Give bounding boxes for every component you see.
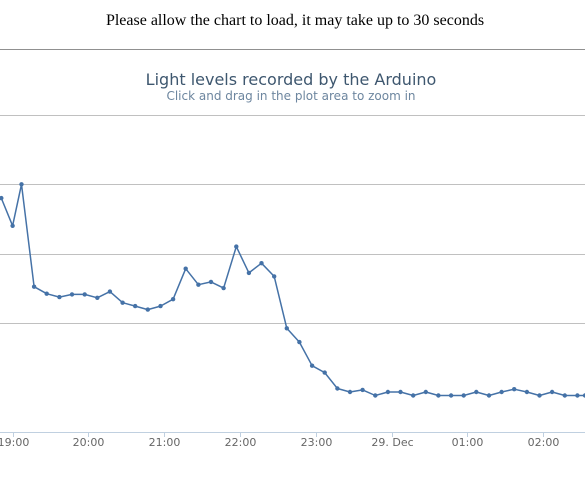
data-point-26[interactable] xyxy=(309,363,315,368)
data-point-47[interactable] xyxy=(575,393,580,398)
x-tick-label-8: 02:00 xyxy=(528,436,560,449)
series-light-levels xyxy=(0,182,585,398)
data-point-24[interactable] xyxy=(284,326,289,331)
data-point-15[interactable] xyxy=(170,297,176,302)
data-point-12[interactable] xyxy=(133,303,138,309)
x-tick-label-5: 23:00 xyxy=(301,436,333,449)
data-point-2[interactable] xyxy=(10,223,15,228)
x-tick-label-7: 01:00 xyxy=(452,436,484,449)
data-point-1[interactable] xyxy=(0,195,4,201)
data-point-46[interactable] xyxy=(562,393,567,398)
data-point-41[interactable] xyxy=(499,389,504,395)
data-point-28[interactable] xyxy=(335,386,340,391)
data-point-18[interactable] xyxy=(208,279,214,285)
x-tick-label-2: 20:00 xyxy=(73,436,105,449)
data-point-3[interactable] xyxy=(19,182,24,187)
data-point-22[interactable] xyxy=(259,261,264,266)
data-point-34[interactable] xyxy=(411,393,416,398)
data-point-11[interactable] xyxy=(120,300,125,305)
data-point-13[interactable] xyxy=(145,307,150,312)
data-point-27[interactable] xyxy=(322,370,327,375)
y-gridlines xyxy=(0,115,585,324)
loading-notice: Please allow the chart to load, it may t… xyxy=(105,12,485,29)
data-point-43[interactable] xyxy=(524,389,530,395)
data-point-45[interactable] xyxy=(549,389,555,395)
data-point-36[interactable] xyxy=(436,393,441,398)
data-point-25[interactable] xyxy=(297,339,302,345)
data-point-23[interactable] xyxy=(272,274,277,279)
data-point-29[interactable] xyxy=(347,389,353,395)
data-point-48[interactable] xyxy=(582,393,585,398)
data-point-35[interactable] xyxy=(423,389,428,395)
x-tick-label-1: 19:00 xyxy=(0,436,29,449)
data-point-7[interactable] xyxy=(69,292,75,297)
data-point-8[interactable] xyxy=(82,292,87,297)
chart-top-border xyxy=(0,49,585,50)
data-point-10[interactable] xyxy=(107,289,113,294)
data-point-20[interactable] xyxy=(234,244,239,249)
x-tick-label-6: 29. Dec xyxy=(371,436,413,449)
x-tick-label-3: 21:00 xyxy=(149,436,181,449)
data-point-38[interactable] xyxy=(461,393,466,398)
data-point-30[interactable] xyxy=(360,387,365,393)
data-point-21[interactable] xyxy=(246,270,252,276)
data-point-19[interactable] xyxy=(221,285,226,291)
x-tick-label-4: 22:00 xyxy=(225,436,257,449)
data-point-32[interactable] xyxy=(385,389,391,395)
data-point-44[interactable] xyxy=(537,393,542,398)
data-point-37[interactable] xyxy=(448,393,454,398)
data-point-42[interactable] xyxy=(512,387,517,392)
data-point-4[interactable] xyxy=(31,284,37,289)
data-point-14[interactable] xyxy=(158,303,163,309)
plot-area[interactable] xyxy=(0,115,585,432)
data-point-31[interactable] xyxy=(373,393,378,398)
x-axis-ticks: 19:00 20:00 21:00 22:00 23:00 29. Dec 01:00 02:… xyxy=(0,432,559,449)
data-point-16[interactable] xyxy=(183,266,188,271)
data-point-40[interactable] xyxy=(486,393,492,398)
data-point-5[interactable] xyxy=(44,291,49,296)
data-point-6[interactable] xyxy=(57,294,62,300)
chart-title: Light levels recorded by the Arduino xyxy=(146,70,437,89)
chart-subtitle: Click and drag in the plot area to zoom … xyxy=(166,89,415,103)
data-point-9[interactable] xyxy=(95,295,100,300)
data-point-39[interactable] xyxy=(474,389,479,395)
data-point-17[interactable] xyxy=(196,282,201,287)
data-point-33[interactable] xyxy=(398,389,403,395)
